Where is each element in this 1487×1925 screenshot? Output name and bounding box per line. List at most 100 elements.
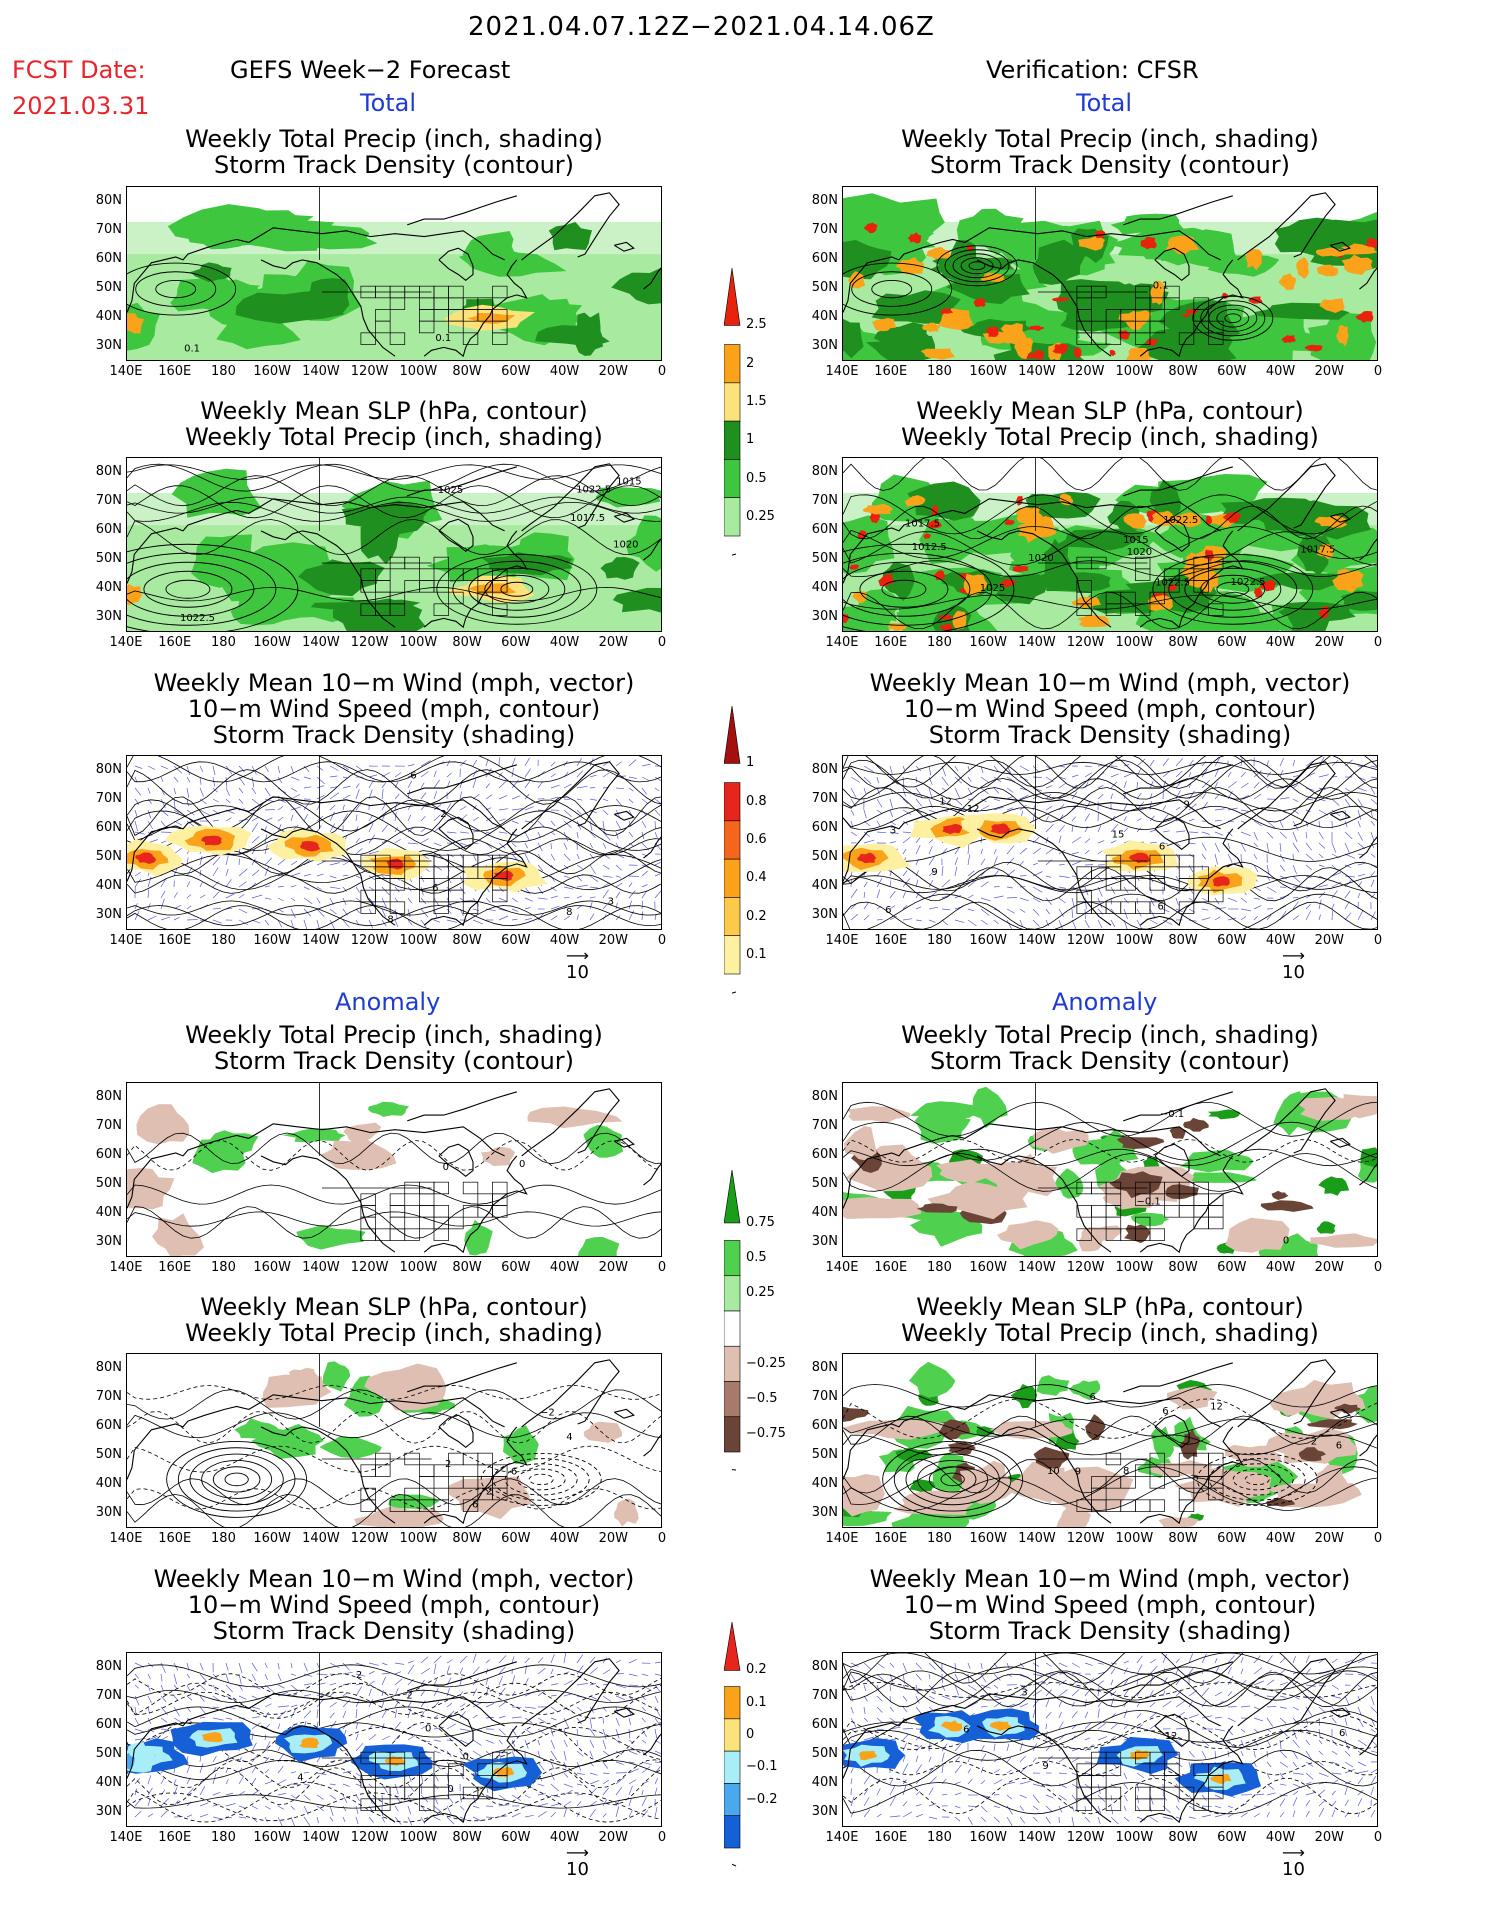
contour-label: 1017.5 xyxy=(905,519,940,530)
contour-label: 6 xyxy=(885,905,891,916)
vector-reference-value: 10 xyxy=(1282,962,1305,983)
contour-label: 4 xyxy=(566,1432,572,1443)
lat-label: 50N xyxy=(95,849,122,865)
lon-label: 160W xyxy=(253,1830,292,1845)
lon-label: 160E xyxy=(874,1531,908,1546)
right-slp-title: Weekly Mean SLP (hPa, contour) Weekly Tot… xyxy=(802,398,1418,450)
lat-label: 50N xyxy=(95,1447,122,1463)
contour-label: 0.1 xyxy=(435,333,451,344)
contour-label: 1022.5 xyxy=(180,613,215,624)
lon-label: 180 xyxy=(927,1531,952,1546)
lat-label: 60N xyxy=(811,250,838,266)
right-windanom-title-line: Storm Track Density (shading) xyxy=(928,1617,1292,1645)
lon-label: 80W xyxy=(452,635,482,650)
colorbar-label: −0.1 xyxy=(746,1759,778,1775)
lon-label: 160W xyxy=(969,933,1008,948)
lon-label: 20W xyxy=(1314,364,1344,379)
lat-label: 30N xyxy=(811,1234,838,1250)
right-windanom-title: Weekly Mean 10−m Wind (mph, vector) 10−m … xyxy=(802,1566,1418,1644)
left-windanom-plot: 0 0 2 4 2 0 xyxy=(127,1653,661,1826)
lon-label: 80W xyxy=(452,933,482,948)
contour-label: 6 xyxy=(1090,1392,1096,1403)
lon-label: 100W xyxy=(399,635,438,650)
lat-label: 30N xyxy=(95,338,122,354)
lon-label: 140W xyxy=(1018,364,1056,379)
contour-label: 9 xyxy=(1042,1761,1048,1772)
right-wind-map: 6 9 12 15 12 9 6 3 6 xyxy=(842,755,1378,930)
lon-label: 140E xyxy=(825,1830,859,1845)
right-slpanom-map: 6 6 8 12 10 2 9 6 xyxy=(842,1353,1378,1528)
contour-label: 3 xyxy=(608,897,614,908)
contour-label: 1015 xyxy=(616,477,641,488)
lon-label: 140W xyxy=(302,1830,340,1845)
right-panom-title-line: Storm Track Density (contour) xyxy=(929,1047,1291,1075)
lon-label: 0 xyxy=(657,1830,667,1845)
lat-label: 40N xyxy=(811,1476,838,1492)
lon-label: 180 xyxy=(211,933,236,948)
left-slpanom-map: 2 6 4 2 −2 6 xyxy=(126,1353,662,1528)
contour-label: 8 xyxy=(566,907,572,918)
left-panom-title-line: Weekly Total Precip (inch, shading) xyxy=(185,1021,603,1049)
contour-label: 0 xyxy=(463,1751,469,1762)
right-precip-title-line: Storm Track Density (contour) xyxy=(929,151,1291,179)
contour-label: 0.1 xyxy=(184,344,200,355)
right-slp-title-line: Weekly Mean SLP (hPa, contour) xyxy=(916,397,1304,425)
colorbar-label: 0.4 xyxy=(746,870,767,886)
left-precip-title-line: Weekly Total Precip (inch, shading) xyxy=(185,125,603,153)
lat-label: 40N xyxy=(811,878,838,894)
colorbar-label: −0.2 xyxy=(746,1791,778,1807)
lat-label: 40N xyxy=(811,580,838,596)
contour-label: 2 xyxy=(406,1691,412,1702)
contour-label: 6 xyxy=(472,1500,478,1511)
lon-label: 140W xyxy=(302,364,340,379)
lon-label: 160W xyxy=(969,1830,1008,1845)
lat-label: 30N xyxy=(811,338,838,354)
colorbar-label: 2.5 xyxy=(746,317,767,333)
lon-label: 100W xyxy=(1115,1260,1154,1275)
left-windanom-title-line: 10−m Wind Speed (mph, contour) xyxy=(187,1591,601,1619)
lon-label: 40W xyxy=(549,364,580,379)
lon-label: 120W xyxy=(1066,1531,1105,1546)
lon-label: 160E xyxy=(158,1531,192,1546)
lon-label: 60W xyxy=(1217,933,1247,948)
right-slp-map: 1022.5 1022.5 1020 1017.5 1015 1025 1020 1017.5… xyxy=(842,457,1378,632)
lat-label: 70N xyxy=(811,1117,838,1133)
lon-label: 160E xyxy=(874,1830,908,1845)
lat-label: 30N xyxy=(811,1804,838,1820)
lon-label: 160E xyxy=(874,1260,908,1275)
lon-label: 180 xyxy=(211,1260,236,1275)
lon-label: 80W xyxy=(1168,1830,1198,1845)
left-slp-title-line: Weekly Mean SLP (hPa, contour) xyxy=(200,397,588,425)
lon-label: 20W xyxy=(598,933,628,948)
lon-label: 40W xyxy=(549,1260,580,1275)
lon-label: 100W xyxy=(1115,1830,1154,1845)
right-wind-title-line: Storm Track Density (shading) xyxy=(928,721,1292,749)
right-precip-plot: 0.1 xyxy=(843,187,1377,360)
lat-label: 70N xyxy=(811,1388,838,1404)
lon-label: 120W xyxy=(350,1531,389,1546)
lat-label: 50N xyxy=(95,280,122,296)
right-wind-plot: 6 9 12 15 12 9 6 3 6 xyxy=(843,756,1377,929)
lon-label: 60W xyxy=(1217,1260,1247,1275)
lon-label: 140E xyxy=(109,364,143,379)
lon-label: 180 xyxy=(927,1830,952,1845)
lon-label: 80W xyxy=(1168,635,1198,650)
lon-label: 140E xyxy=(825,933,859,948)
lat-label: 80N xyxy=(95,1658,122,1674)
contour-label: 0.1 xyxy=(1153,280,1169,291)
lon-label: 120W xyxy=(1066,1260,1105,1275)
contour-label: 2 xyxy=(440,809,446,820)
lat-label: 60N xyxy=(811,819,838,835)
lon-label: 160W xyxy=(969,1531,1008,1546)
contour-label: 1025 xyxy=(980,583,1005,594)
lat-label: 80N xyxy=(811,1359,838,1375)
left-column-title: GEFS Week−2 Forecast xyxy=(230,56,511,84)
lon-label: 160W xyxy=(253,1531,292,1546)
lon-label: 100W xyxy=(1115,635,1154,650)
right-slpanom-plot: 6 6 8 12 10 2 9 6 xyxy=(843,1354,1377,1527)
contour-label: 2 xyxy=(486,1487,492,1498)
lon-label: 80W xyxy=(1168,933,1198,948)
lat-label: 70N xyxy=(811,1687,838,1703)
